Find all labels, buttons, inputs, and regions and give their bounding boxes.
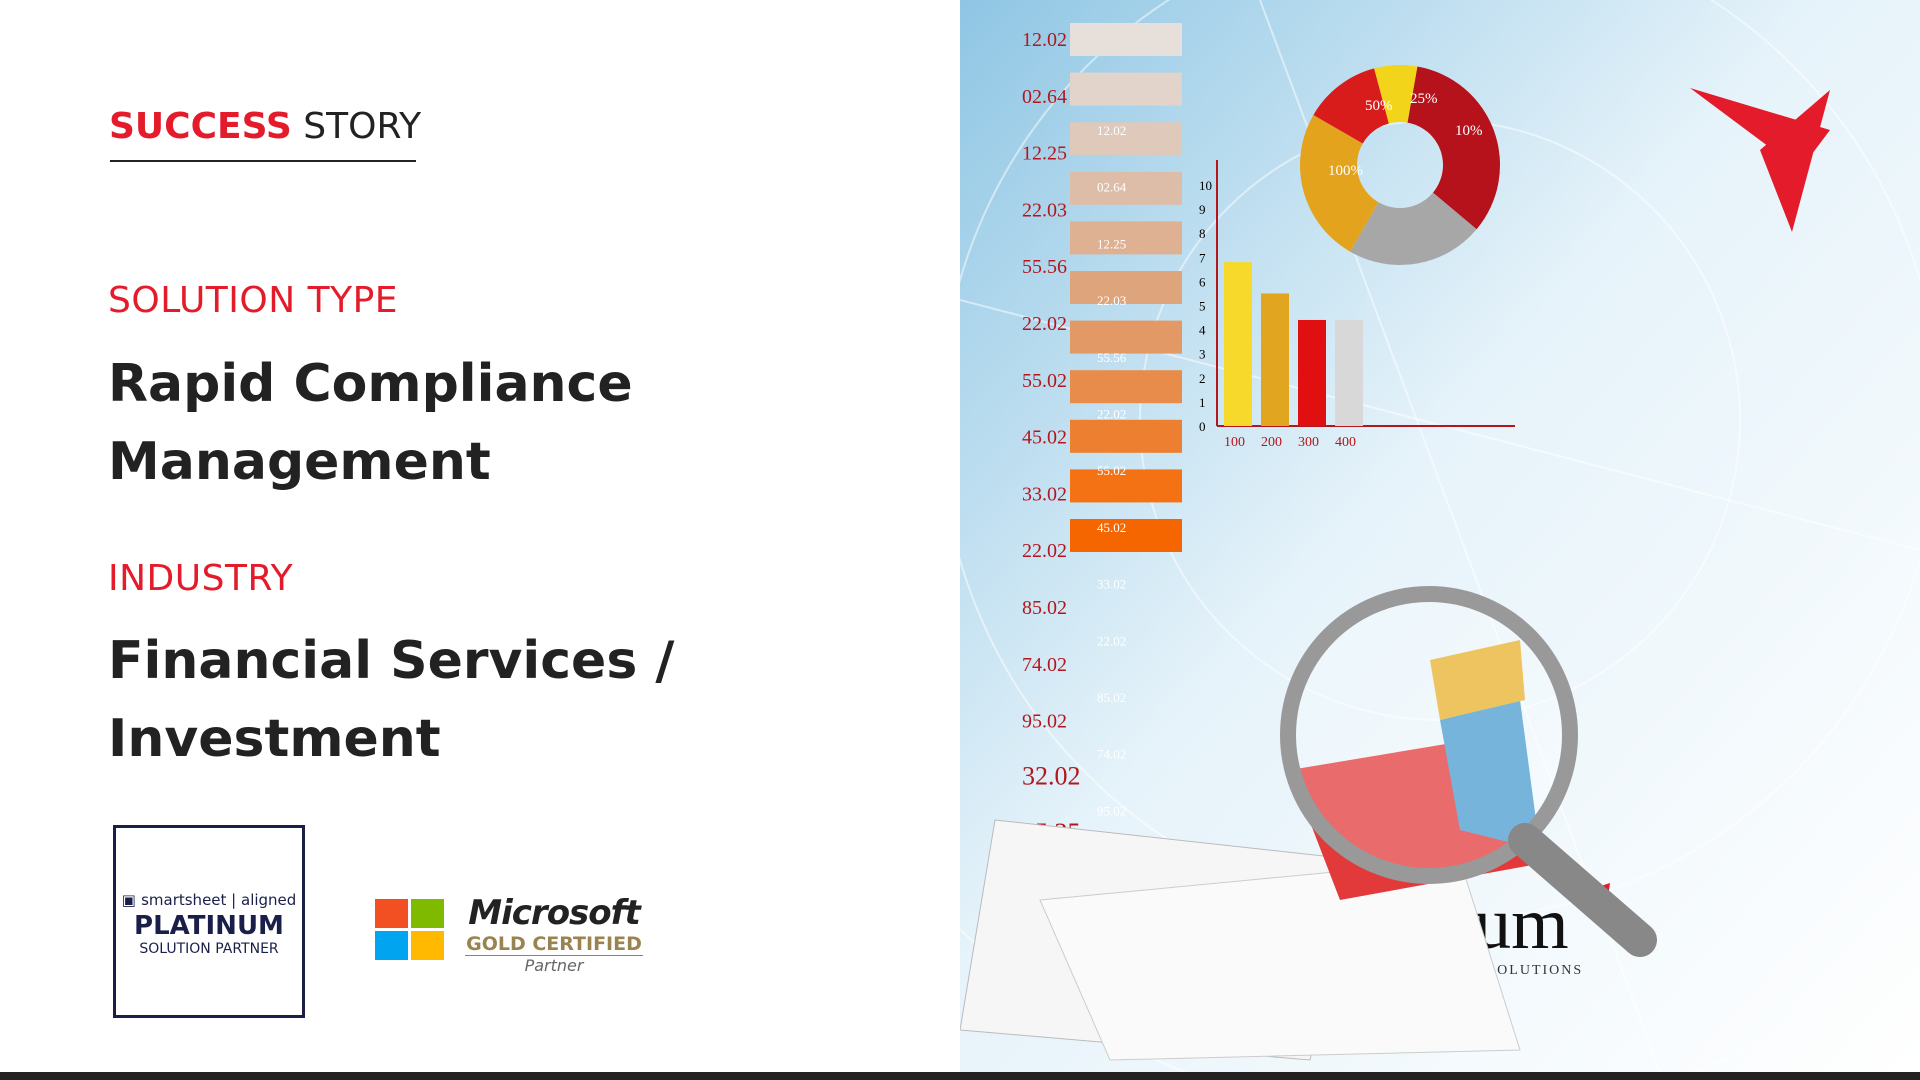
donut-segment [1313,68,1389,144]
bar-label: 55.56 [1097,350,1127,365]
chart-bar [1298,319,1326,426]
ms-tier: GOLD CERTIFIED [465,933,643,956]
section-value: Financial Services / Investment [108,622,674,778]
smartsheet-badge: ▣ smartsheet | aligned PLATINUM SOLUTION… [113,825,305,1018]
donut-segment [1300,115,1379,252]
orange-bar [1070,419,1182,453]
chart-bar [1335,319,1363,426]
donut-segment [1407,66,1500,230]
orange-bar [1070,72,1182,106]
x-tick: 400 [1335,435,1356,450]
orange-bar [1070,171,1182,205]
orange-bar [1070,370,1182,404]
donut-segment [1374,65,1418,124]
y-tick: 5 [1199,299,1206,314]
y-tick: 2 [1199,371,1206,386]
ms-logo [375,899,444,960]
bar-label: 12.25 [1097,236,1126,251]
badge-brand: ▣ smartsheet | aligned [121,891,297,909]
bar-label: 02.64 [1097,180,1127,195]
bar-label: 33.02 [1097,577,1126,592]
ms-brand: Microsoft [468,893,640,933]
x-tick: 200 [1261,435,1282,450]
header-bold: SUCCESS [109,106,292,147]
y-tick: 3 [1199,347,1206,362]
number: 22.02 [1022,540,1067,562]
bar-label: 74.02 [1097,747,1126,762]
number: 33.02 [1022,483,1067,505]
y-tick: 0 [1199,419,1206,434]
ms-role: Partner [524,956,584,975]
x-tick: 100 [1224,435,1245,450]
value-line: Investment [108,709,441,769]
y-tick: 1 [1199,395,1206,410]
orange-bar [1070,519,1182,552]
orange-bar [1070,23,1182,56]
value-line: Financial Services / [108,631,675,691]
section-label: INDUSTRY [108,558,294,599]
bar-label: 22.02 [1097,407,1126,422]
orange-bar [1070,221,1182,255]
donut-label: 50% [1365,98,1393,114]
y-tick: 10 [1199,178,1212,193]
tag: aligned [241,891,297,909]
number: 22.02 [1022,313,1067,335]
donut-segment [1350,192,1477,265]
hero-image: 12.02 02.64 12.25 22.03 55.56 22.02 55.02 45.02… [960,0,1920,1072]
brand: smartsheet [141,891,227,909]
number: 55.02 [1022,370,1067,392]
header: SUCCESS STORY [109,106,421,147]
badge-role: SOLUTION PARTNER [139,941,279,957]
bar-label: 55.02 [1097,463,1126,478]
orange-bar [1070,320,1182,354]
bar-label: 95.02 [1097,803,1126,818]
number: 55.56 [1022,256,1067,278]
number: 74.02 [1022,654,1067,676]
orange-bar [1070,122,1182,156]
footer-bar [0,1072,1920,1080]
number: 12.25 [1022,143,1067,165]
badge-tier: PLATINUM [134,911,284,941]
number: 95.02 [1022,711,1067,733]
number: 02.64 [1022,86,1067,108]
number: 32.02 [1022,761,1081,790]
bar-label: 22.02 [1097,633,1126,648]
bar-label: 85.02 [1097,690,1126,705]
number: 22.03 [1022,199,1067,221]
donut-label: 100% [1328,163,1363,179]
y-tick: 8 [1199,226,1206,241]
y-tick: 7 [1199,250,1206,265]
number: 12.02 [1022,29,1067,51]
underline [110,160,416,162]
header-rest: STORY [303,106,422,147]
x-tick: 300 [1298,435,1319,450]
donut-label: 25% [1410,91,1438,107]
section-value: Rapid Compliance Management [108,345,633,501]
number: 45.02 [1022,427,1067,449]
bar-label: 45.02 [1097,520,1126,535]
number: 85.02 [1022,597,1067,619]
value-line: Management [108,432,491,492]
y-tick: 4 [1199,323,1206,338]
chart-bar [1261,293,1289,426]
orange-bar [1070,271,1182,304]
chart-bar [1224,262,1252,426]
y-tick: 6 [1199,274,1206,289]
orange-bar [1070,469,1182,503]
value-line: Rapid Compliance [108,354,633,414]
donut-label: 10% [1455,123,1483,139]
y-tick: 9 [1199,202,1206,217]
microsoft-badge: Microsoft GOLD CERTIFIED Partner [465,893,643,975]
section-label: SOLUTION TYPE [108,280,399,321]
bar-label: 12.02 [1097,123,1126,138]
bar-label: 22.03 [1097,293,1126,308]
